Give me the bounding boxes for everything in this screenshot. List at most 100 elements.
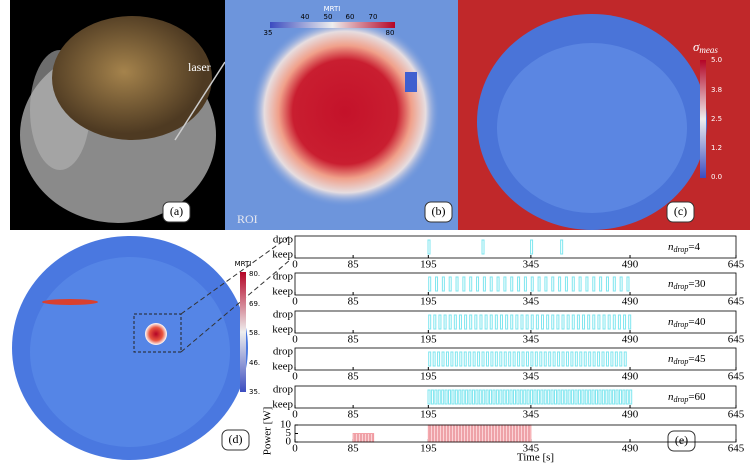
x-tick-label: 85 [348, 296, 360, 308]
drop-event [598, 389, 602, 405]
x-tick-label: 645 [728, 409, 745, 421]
drop-event [482, 389, 486, 405]
x-tick-label: 0 [292, 259, 298, 271]
drop-event [503, 276, 507, 292]
drop-event [428, 276, 432, 292]
colorbar [270, 22, 395, 28]
plot-frame [294, 235, 737, 259]
panel-b: MRTI 40 50 60 70 35 80 ROI (b) [225, 0, 458, 230]
drop-event [441, 351, 445, 367]
drop-event [625, 389, 629, 405]
drop-event [526, 389, 530, 405]
drop-event [570, 351, 574, 367]
drop-event [605, 351, 609, 367]
drop-event [458, 314, 462, 330]
drop-event [484, 314, 488, 330]
panel-d: MRTI 80. 69. 58. 46. 35. (d) [0, 232, 291, 464]
label-box [221, 429, 250, 451]
x-tick-label: 345 [523, 371, 540, 383]
laser-line [174, 61, 226, 141]
annotation: laser [188, 60, 211, 74]
drop-event [512, 389, 516, 405]
drop-event [448, 314, 452, 330]
y-tick-label: 5 [286, 427, 292, 439]
drop-event [551, 314, 555, 330]
plot-frame [294, 424, 737, 443]
drop-event [525, 314, 529, 330]
drop-event [485, 389, 489, 405]
x-tick-label: 85 [348, 334, 360, 346]
colorbar-tick: 3.8 [711, 86, 722, 94]
drop-event [445, 351, 449, 367]
drop-event [547, 389, 551, 405]
drop-event [525, 351, 529, 367]
suffix: =30 [688, 278, 706, 290]
colorbar-tick: 1.2 [711, 144, 722, 152]
drop-event [614, 351, 618, 367]
drop-event [557, 351, 561, 367]
drop-event [475, 389, 479, 405]
x-tick-label: 195 [420, 409, 437, 421]
x-tick-label: 195 [420, 334, 437, 346]
drop-event [533, 389, 537, 405]
x-tick-label: 490 [622, 259, 639, 271]
subscript: drop [674, 357, 689, 366]
drop-event [530, 314, 534, 330]
colorbar-tick: 46. [249, 359, 260, 367]
x-tick-label: 490 [622, 334, 639, 346]
drop-event [571, 389, 575, 405]
drop-event [567, 389, 571, 405]
colorbar-tick: 80. [249, 270, 260, 278]
drop-event [499, 389, 503, 405]
drop-event [581, 389, 585, 405]
drop-event [459, 351, 463, 367]
drop-event [468, 389, 472, 405]
x-tick-label: 645 [728, 371, 745, 383]
drop-event [582, 314, 586, 330]
series-label: ndrop=30 [668, 278, 706, 291]
drop-event [595, 389, 599, 405]
x-tick-label: 0 [292, 409, 298, 421]
drop-event [489, 314, 493, 330]
drop-event [597, 351, 601, 367]
drop-event [450, 351, 454, 367]
colorbar-title: σmeas [693, 39, 718, 55]
drop-event [534, 351, 538, 367]
drop-event [523, 276, 527, 292]
drop-event [599, 276, 603, 292]
drop-event [543, 389, 547, 405]
drop-event [502, 389, 506, 405]
colorbar-tick: 70 [369, 13, 378, 21]
drop-event [543, 351, 547, 367]
drop-event [592, 276, 596, 292]
drop-event [512, 351, 516, 367]
colorbar-title: MRTI [324, 5, 341, 13]
drop-event [605, 276, 609, 292]
drop-event [618, 389, 622, 405]
drop-event [566, 314, 570, 330]
drop-event [601, 389, 605, 405]
x-tick-label: 195 [420, 443, 437, 455]
x-tick-label: 645 [728, 259, 745, 271]
drop-event [546, 314, 550, 330]
drop-event [477, 351, 481, 367]
x-tick-label: 345 [523, 296, 540, 308]
x-tick-label: 195 [420, 371, 437, 383]
drop-event [520, 314, 524, 330]
drop-event [463, 351, 467, 367]
drop-event [503, 351, 507, 367]
drop-event [539, 351, 543, 367]
x-tick-label: 645 [728, 443, 745, 455]
drop-event [468, 351, 472, 367]
drop-event [571, 314, 575, 330]
drop-event [551, 276, 555, 292]
drop-event [553, 389, 557, 405]
panel-label: (a) [170, 204, 183, 218]
roi-label: ROI [237, 212, 258, 226]
drop-event [615, 389, 619, 405]
drop-event [476, 276, 480, 292]
drop-event [451, 389, 455, 405]
drop-event [435, 276, 439, 292]
colorbar-tick: 5.0 [711, 56, 722, 64]
